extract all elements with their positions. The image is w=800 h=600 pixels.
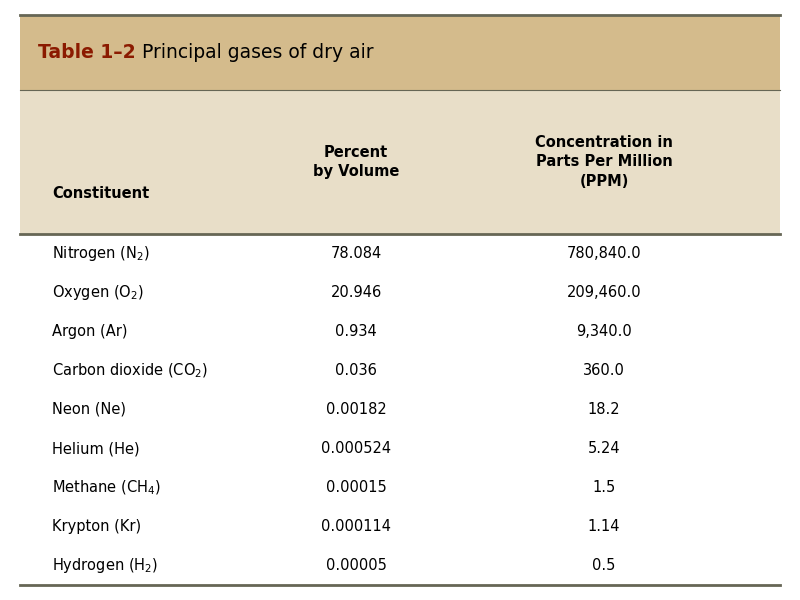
Text: Concentration in
Parts Per Million
(PPM): Concentration in Parts Per Million (PPM)	[535, 135, 673, 188]
Text: Methane (CH$_4$): Methane (CH$_4$)	[52, 478, 161, 497]
Text: Hydrogen (H$_2$): Hydrogen (H$_2$)	[52, 556, 158, 575]
Bar	[20, 90, 780, 234]
Text: 5.24: 5.24	[588, 441, 620, 456]
Text: 360.0: 360.0	[583, 363, 625, 378]
Text: 18.2: 18.2	[588, 402, 620, 417]
Text: 0.036: 0.036	[335, 363, 377, 378]
Text: 0.00182: 0.00182	[326, 402, 386, 417]
Text: Principal gases of dry air: Principal gases of dry air	[130, 43, 374, 62]
Text: Oxygen (O$_2$): Oxygen (O$_2$)	[52, 283, 144, 302]
Text: Percent
by Volume: Percent by Volume	[313, 145, 399, 179]
Text: Argon (Ar): Argon (Ar)	[52, 324, 127, 339]
Text: 780,840.0: 780,840.0	[566, 246, 642, 261]
Text: Krypton (Kr): Krypton (Kr)	[52, 519, 141, 534]
Text: 0.5: 0.5	[592, 558, 616, 573]
Text: Table 1–2: Table 1–2	[38, 43, 135, 62]
Text: Helium (He): Helium (He)	[52, 441, 140, 456]
Text: 0.000524: 0.000524	[321, 441, 391, 456]
Text: 0.934: 0.934	[335, 324, 377, 339]
Text: 0.00015: 0.00015	[326, 480, 386, 495]
Text: 20.946: 20.946	[330, 285, 382, 300]
Text: 0.00005: 0.00005	[326, 558, 386, 573]
Text: 9,340.0: 9,340.0	[576, 324, 632, 339]
Text: 209,460.0: 209,460.0	[566, 285, 642, 300]
Bar	[20, 234, 780, 585]
Text: 0.000114: 0.000114	[321, 519, 391, 534]
Text: Nitrogen (N$_2$): Nitrogen (N$_2$)	[52, 244, 150, 263]
Text: 1.5: 1.5	[592, 480, 616, 495]
Text: Constituent: Constituent	[52, 186, 150, 201]
Text: Carbon dioxide (CO$_2$): Carbon dioxide (CO$_2$)	[52, 361, 208, 380]
Text: 1.14: 1.14	[588, 519, 620, 534]
Bar	[20, 15, 780, 90]
Text: 78.084: 78.084	[330, 246, 382, 261]
Text: Neon (Ne): Neon (Ne)	[52, 402, 126, 417]
